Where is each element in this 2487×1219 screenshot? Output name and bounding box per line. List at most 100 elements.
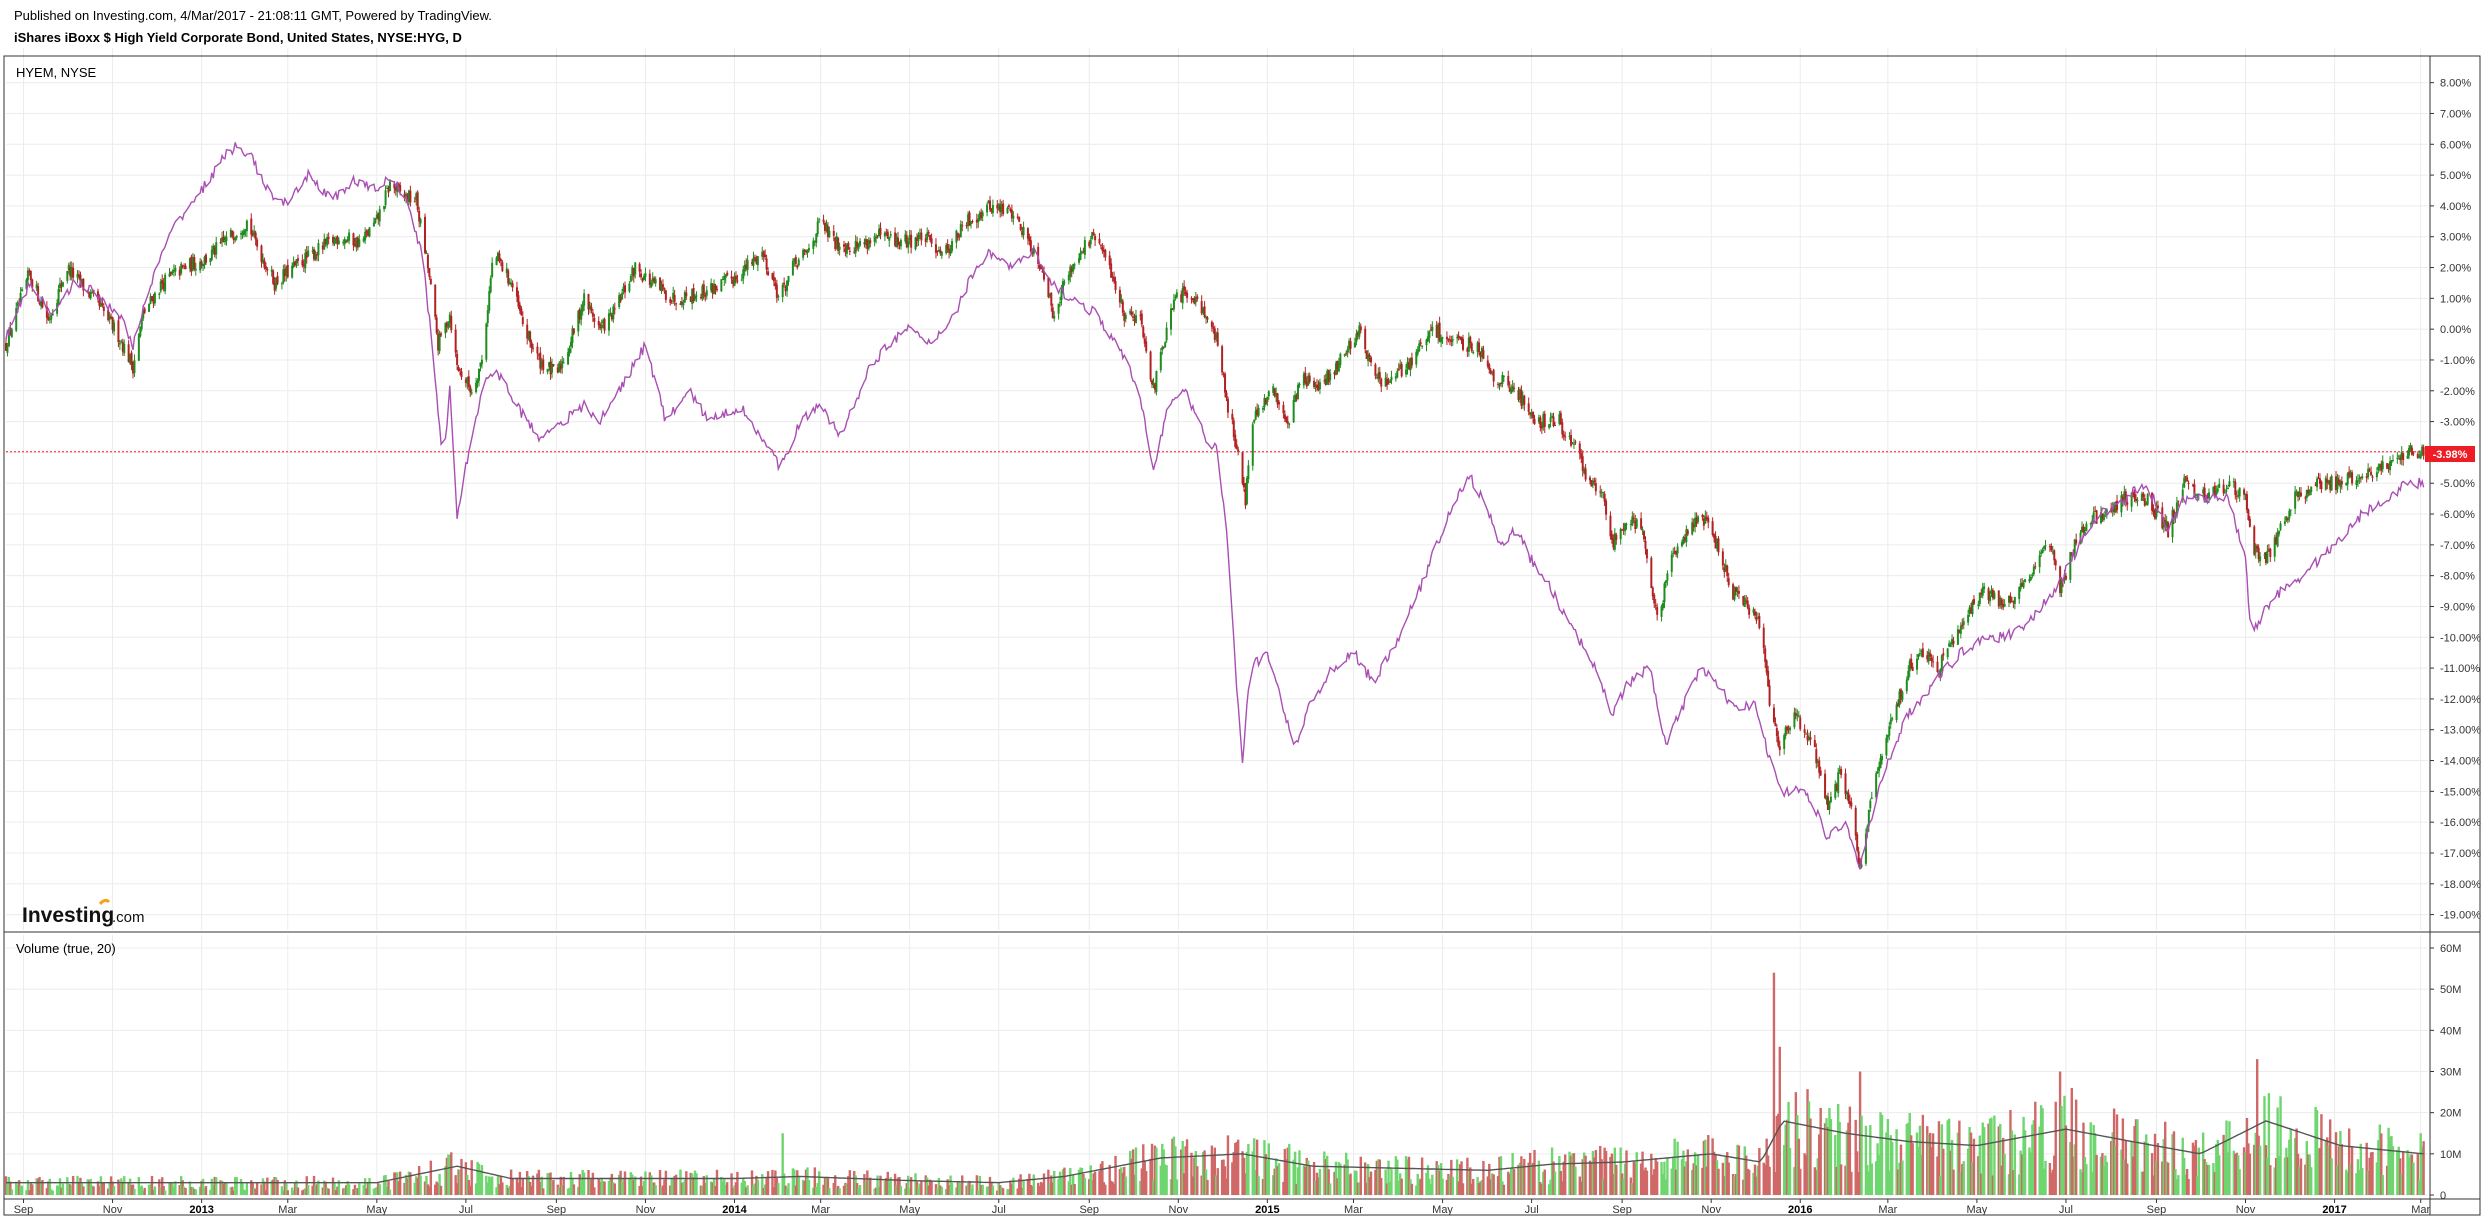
candle-body [1186,292,1189,298]
volume-bar [997,1182,1000,1195]
candle-body [1302,373,1305,386]
time-axis-label: Nov [103,1204,123,1216]
volume-bar [556,1184,560,1195]
volume-bar [893,1173,897,1195]
candle-body [213,247,216,255]
volume-bar [991,1185,995,1195]
candle-body [1441,337,1444,339]
volume-bar [1753,1164,1757,1195]
candle-body [559,364,562,370]
volume-bar [1547,1184,1551,1195]
candle-body [794,256,797,264]
volume-bar [2253,1144,2256,1195]
volume-bar [1436,1165,1440,1195]
volume-bar [886,1171,889,1195]
time-axis[interactable]: Sep Nov 2013 Mar May Jul Sep Nov 2014 Mar May Jul Se… [14,1199,2431,1216]
volume-bar [1274,1158,1278,1195]
volume-bar [1673,1138,1676,1195]
candle-body [2324,477,2327,490]
candle-body [445,322,448,327]
candle-body [2013,596,2016,604]
candle-body [732,279,735,284]
volume-bar [2058,1071,2062,1195]
volume-bar [539,1182,542,1195]
candle-body [423,216,426,253]
candle-body [1794,713,1797,716]
candle-body [440,333,443,336]
candle-body [1840,768,1843,775]
candle-body [1897,703,1900,706]
candle-body [1378,371,1381,378]
candle-body [467,376,470,387]
volume-bar [67,1183,70,1195]
candle-body [675,303,678,305]
volume-bar [1930,1147,1933,1195]
candle-body [568,348,571,354]
volume-bar [863,1174,866,1195]
candle-body [1537,417,1540,423]
volume-bar [781,1133,784,1195]
candle-body [2389,461,2392,471]
price-axis-label: -14.00% [2440,756,2481,768]
candle-body [970,222,973,225]
candle-body [336,236,339,245]
volume-bar [2349,1163,2352,1195]
candle-body [648,273,651,285]
volume-bar [1201,1151,1205,1195]
candle-body [1837,772,1840,794]
volume-bar [51,1190,54,1195]
candle-body [161,280,164,284]
candle-body [1489,370,1492,374]
candle-body [2263,554,2266,556]
current-value-marker[interactable]: -3.98% [2425,446,2475,462]
volume-bar [1247,1143,1250,1195]
candle-body [2156,505,2159,509]
volume-bar [416,1177,419,1195]
candle-body [2181,489,2184,500]
volume-bar [36,1178,40,1195]
candle-body [866,239,869,249]
candle-body [1980,592,1983,595]
candle-body [365,230,368,233]
volume-bar [1455,1159,1459,1195]
volume-bar [1696,1154,1700,1195]
candle-body [1956,629,1959,645]
price-axis[interactable]: 8.00%7.00%6.00%5.00%4.00%3.00%2.00%1.00%… [2430,78,2481,922]
volume-bar [917,1187,920,1195]
volume-bar [2022,1116,2025,1195]
volume-bar [1193,1157,1196,1195]
candle-body [250,218,253,235]
volume-bar [1426,1165,1430,1195]
candle-body [930,238,933,244]
candle-body [672,292,675,300]
candle-body [2276,532,2279,547]
candle-body [680,301,683,304]
candle-body [407,190,410,202]
volume-bar [374,1188,377,1195]
volume-bar [2124,1140,2127,1195]
volume-bar [2099,1156,2103,1195]
volume-bar [1314,1180,1317,1195]
candle-body [1031,251,1034,254]
candle-body [1716,539,1719,549]
candle-body [1806,735,1809,741]
volume-bar [1334,1161,1338,1195]
volume-bar [743,1180,746,1195]
candle-body [1339,353,1342,366]
candle-body [530,342,533,348]
candle-body [2330,476,2333,491]
volume-bar [1047,1169,1050,1195]
volume-bar [1799,1168,1802,1195]
volume-bar [1747,1169,1751,1195]
candle-body [2008,595,2011,603]
candle-body [2187,482,2190,484]
candle-body [123,343,126,354]
volume-bar [842,1185,846,1195]
candle-body [1864,833,1867,864]
candle-body [905,235,908,248]
volume-bar [1007,1189,1011,1195]
candle-body [317,243,320,256]
volume-bar [212,1184,215,1195]
